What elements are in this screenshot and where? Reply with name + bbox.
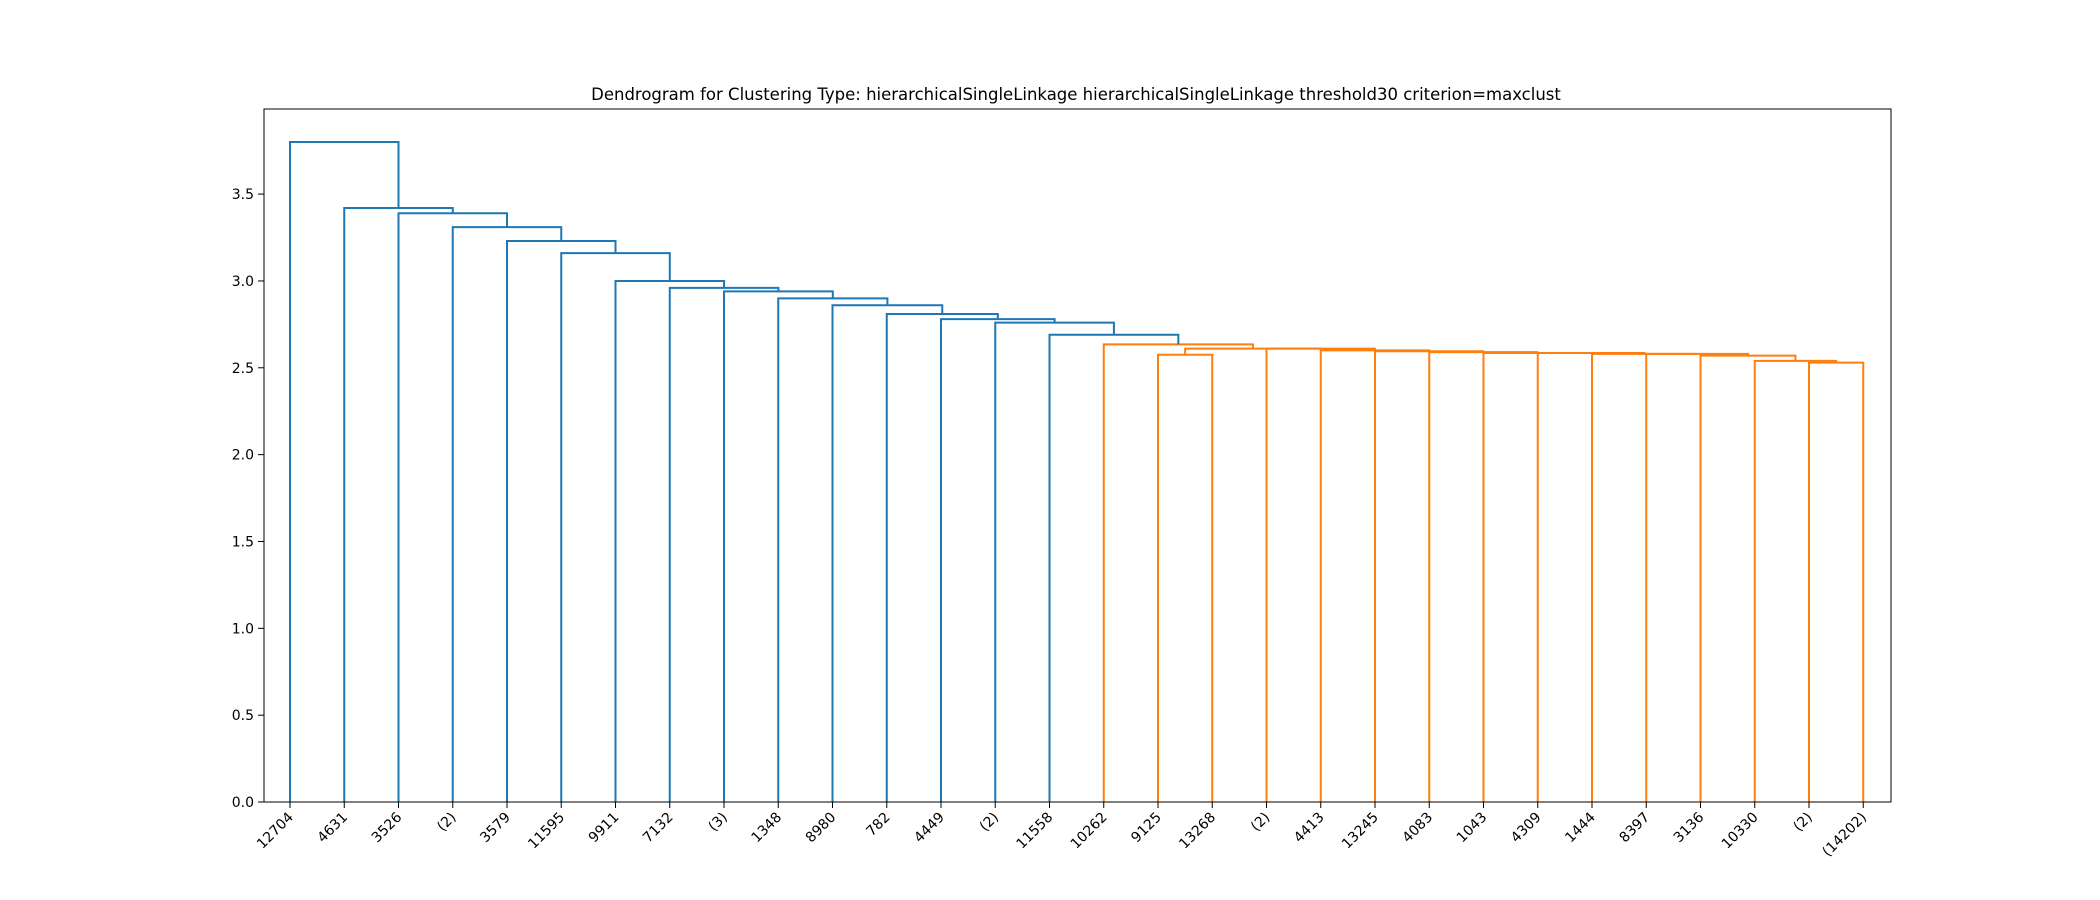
y-tick-label: 0.0 [232, 795, 254, 811]
dendrogram-link-26 [397, 212, 509, 802]
axes-frame [263, 108, 1892, 803]
dendrogram-link-2 [1699, 354, 1797, 802]
dendrogram-link-15 [994, 321, 1115, 802]
y-tick-label: 2.5 [232, 361, 254, 377]
y-tick-label: 2.0 [232, 448, 254, 464]
dendrogram-link-0 [1808, 361, 1865, 802]
dendrogram-link-28 [289, 141, 400, 802]
dendrogram-link-16 [940, 318, 1056, 802]
dendrogram-link-21 [668, 286, 780, 802]
y-axis: 0.0 0.5 1.0 1.5 2.0 2.5 3.0 3.5 [232, 187, 264, 811]
y-tick-label: 1.5 [232, 534, 254, 550]
dendrogram-link-23 [560, 252, 671, 802]
y-tick-label: 3.5 [232, 187, 254, 203]
dendrogram-link-10 [1265, 347, 1376, 802]
chart-title: Dendrogram for Clustering Type: hierarch… [591, 85, 1561, 104]
dendrogram-link-7 [1428, 351, 1539, 802]
dendrogram-links [289, 141, 1865, 802]
dendrogram-link-3 [1645, 352, 1749, 802]
dendrogram-link-19 [777, 297, 889, 802]
y-tick-label: 0.5 [232, 708, 254, 724]
y-tick-label: 3.0 [232, 274, 254, 290]
y-tick-label: 1.0 [232, 621, 254, 637]
dendrogram-link-12 [1184, 347, 1321, 355]
